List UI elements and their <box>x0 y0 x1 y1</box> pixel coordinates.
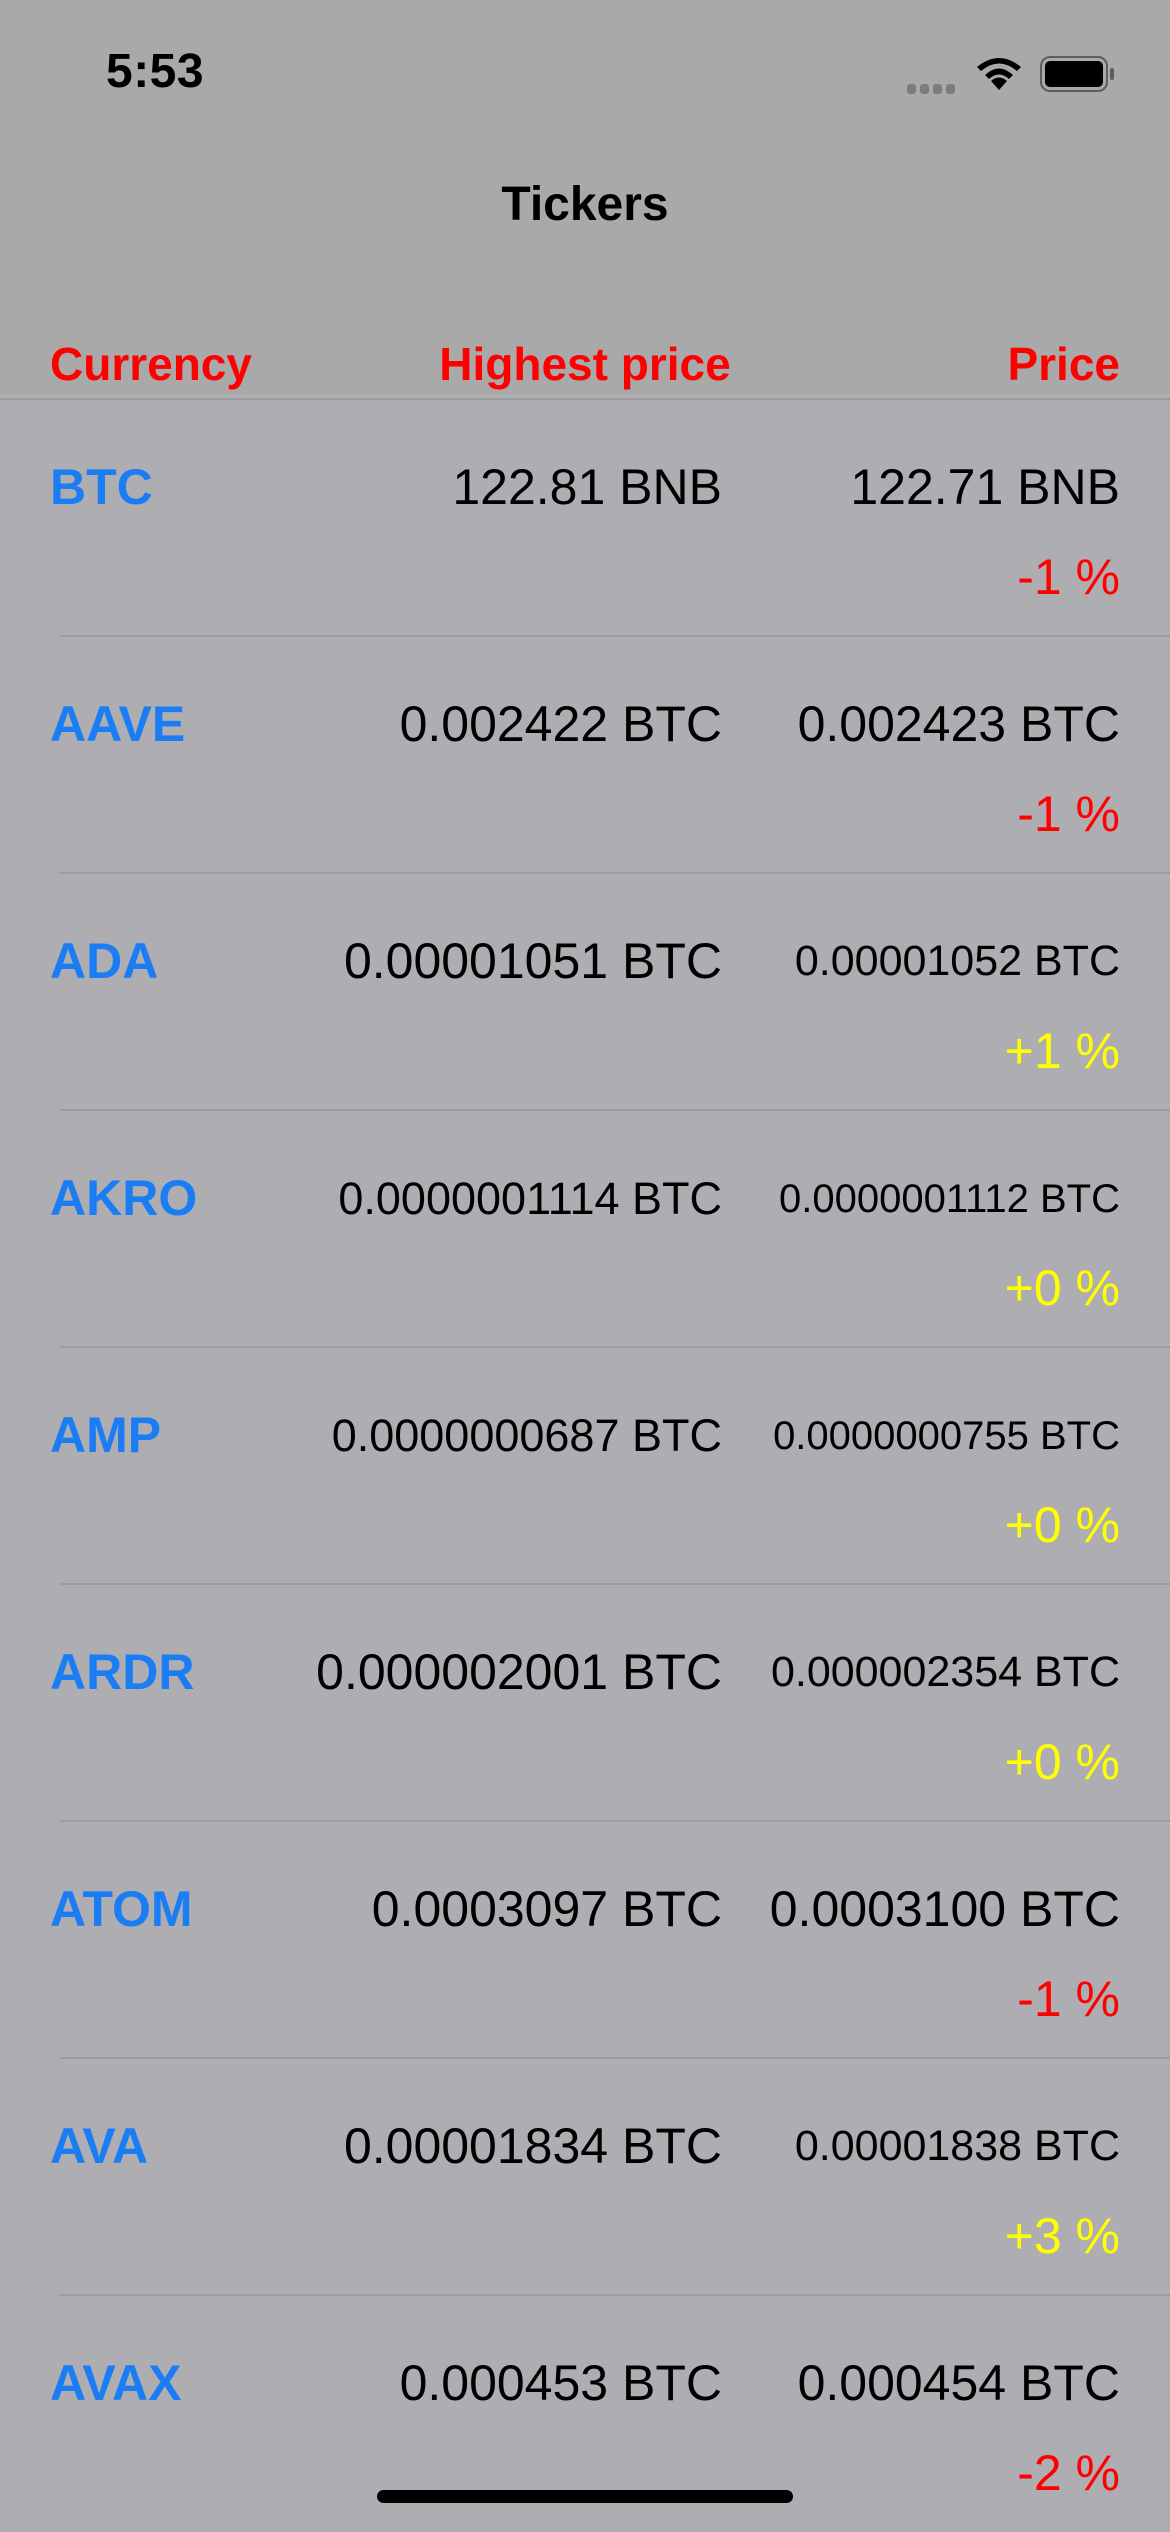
ticker-price: 0.0000000755 BTC <box>773 1414 1120 1458</box>
ticker-row[interactable]: ATOM 0.0003097 BTC 0.0003100 BTC -1 % <box>0 1822 1170 2059</box>
column-header-price: Price <box>1007 338 1120 390</box>
ticker-highest-price: 0.000002001 BTC <box>316 1644 722 1700</box>
ticker-currency: ATOM <box>50 1881 193 1937</box>
column-header-highest-price: Highest price <box>439 338 731 390</box>
ticker-change: -1 % <box>1017 786 1120 842</box>
ticker-change: +1 % <box>1004 1023 1120 1079</box>
ticker-price: 0.0003100 BTC <box>769 1881 1120 1937</box>
header-divider <box>0 398 1170 400</box>
ticker-row[interactable]: ARDR 0.000002001 BTC 0.000002354 BTC +0 … <box>0 1585 1170 1822</box>
wifi-icon <box>977 58 1021 90</box>
ticker-change: -1 % <box>1017 1971 1120 2027</box>
ticker-currency: ARDR <box>50 1644 195 1700</box>
ticker-row[interactable]: AVA 0.00001834 BTC 0.00001838 BTC +3 % <box>0 2059 1170 2296</box>
ticker-currency: AKRO <box>50 1170 198 1226</box>
ticker-highest-price: 0.00001834 BTC <box>343 2118 722 2174</box>
ticker-row[interactable]: BTC 122.81 BNB 122.71 BNB -1 % <box>0 400 1170 637</box>
ticker-change: -1 % <box>1017 549 1120 605</box>
ticker-highest-price: 0.0000000687 BTC <box>331 1410 722 1461</box>
ticker-price: 0.000002354 BTC <box>770 1648 1120 1696</box>
ticker-change: +3 % <box>1004 2208 1120 2264</box>
ticker-change: +0 % <box>1004 1260 1120 1316</box>
ticker-highest-price: 0.002422 BTC <box>399 696 722 752</box>
ticker-currency: ADA <box>50 933 159 989</box>
column-header-currency: Currency <box>50 338 252 390</box>
ticker-highest-price: 0.0003097 BTC <box>371 1881 722 1937</box>
ticker-currency: AMP <box>50 1407 162 1463</box>
status-time: 5:53 <box>106 45 205 98</box>
ticker-currency: AAVE <box>50 696 186 752</box>
page-title: Tickers <box>501 178 669 231</box>
ticker-price: 0.002423 BTC <box>797 696 1120 752</box>
cellular-signal-icon <box>907 82 957 94</box>
ticker-price: 0.00001052 BTC <box>794 937 1120 985</box>
ticker-price: 0.000454 BTC <box>797 2355 1120 2411</box>
ticker-list[interactable]: BTC 122.81 BNB 122.71 BNB -1 % AAVE 0.00… <box>0 400 1170 2532</box>
ticker-row[interactable]: AVAX 0.000453 BTC 0.000454 BTC -2 % <box>0 2296 1170 2532</box>
ticker-price: 122.71 BNB <box>850 459 1120 515</box>
row-divider <box>60 1109 1170 1111</box>
ticker-row[interactable]: ADA 0.00001051 BTC 0.00001052 BTC +1 % <box>0 874 1170 1111</box>
ticker-change: +0 % <box>1004 1734 1120 1790</box>
ticker-highest-price: 0.000453 BTC <box>399 2355 722 2411</box>
row-divider <box>60 2294 1170 2296</box>
ticker-currency: AVA <box>50 2118 149 2174</box>
row-divider <box>60 2057 1170 2059</box>
navigation-bar: Tickers Currency Highest price Price <box>0 145 1170 395</box>
ticker-currency: BTC <box>50 459 153 515</box>
row-divider <box>60 872 1170 874</box>
ticker-currency: AVAX <box>50 2355 182 2411</box>
ticker-row[interactable]: AAVE 0.002422 BTC 0.002423 BTC -1 % <box>0 637 1170 874</box>
battery-icon <box>1040 56 1114 92</box>
ticker-change: +0 % <box>1004 1497 1120 1553</box>
status-bar: 5:53 <box>0 0 1170 145</box>
ticker-change: -2 % <box>1017 2445 1120 2501</box>
row-divider <box>60 1346 1170 1348</box>
home-indicator[interactable] <box>377 2490 793 2503</box>
ticker-highest-price: 0.00001051 BTC <box>343 933 722 989</box>
row-divider <box>60 1820 1170 1822</box>
ticker-highest-price: 0.0000001114 BTC <box>338 1173 722 1224</box>
row-divider <box>60 635 1170 637</box>
ticker-price: 0.00001838 BTC <box>794 2122 1120 2170</box>
ticker-row[interactable]: AMP 0.0000000687 BTC 0.0000000755 BTC +0… <box>0 1348 1170 1585</box>
ticker-row[interactable]: AKRO 0.0000001114 BTC 0.0000001112 BTC +… <box>0 1111 1170 1348</box>
row-divider <box>60 1583 1170 1585</box>
ticker-price: 0.0000001112 BTC <box>779 1177 1120 1221</box>
ticker-highest-price: 122.81 BNB <box>452 459 722 515</box>
